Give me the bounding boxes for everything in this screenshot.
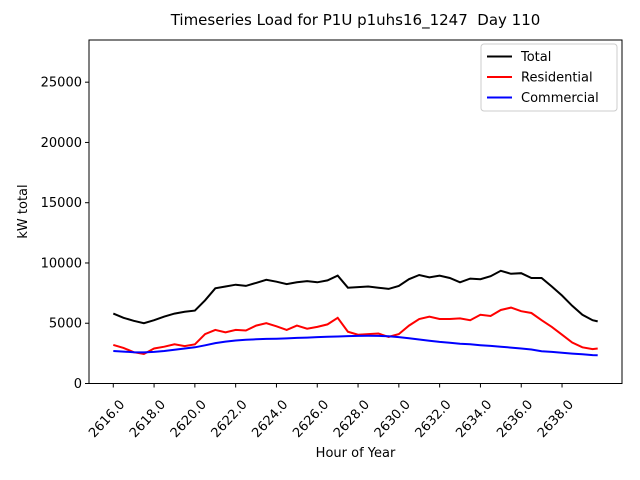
legend-label-total: Total: [520, 50, 551, 65]
legend-label-commercial: Commercial: [521, 91, 599, 106]
x-tick-label: 2620.0: [168, 397, 210, 441]
legend-entry-residential: Residential: [487, 71, 593, 86]
legend-box: [480, 43, 618, 112]
chart-title: Timeseries Load for P1U p1uhs16_1247 Day…: [170, 11, 541, 30]
y-tick-label: 25000: [41, 76, 82, 91]
y-axis-label: kW total: [16, 184, 31, 238]
series-lines: [112, 269, 598, 357]
x-tick-label: 2616.0: [86, 397, 128, 441]
plot-area-frame: [88, 39, 623, 384]
x-tick-label: 2636.0: [494, 397, 536, 441]
x-tick-label: 2638.0: [535, 397, 577, 441]
x-tick-label: 2634.0: [453, 397, 495, 441]
x-tick-label: 2630.0: [372, 397, 414, 441]
series-line-residential: [113, 306, 598, 356]
legend: Total Residential Commercial: [480, 43, 618, 112]
x-tick-label: 2632.0: [413, 397, 455, 441]
x-tick-label: 2626.0: [290, 397, 332, 441]
series-line-commercial: [113, 334, 598, 357]
x-axis-ticks: 2616.02618.02620.02622.02624.02626.02628…: [86, 383, 577, 441]
y-tick-label: 0: [74, 377, 82, 392]
y-tick-label: 10000: [41, 256, 82, 271]
y-tick-label: 5000: [49, 317, 82, 332]
y-axis-ticks: 0 5000 10000 15000 20000 25000: [41, 76, 89, 392]
x-tick-label: 2628.0: [331, 397, 373, 441]
y-tick-label: 15000: [41, 196, 82, 211]
series-line-total: [112, 269, 598, 325]
legend-entry-commercial: Commercial: [487, 91, 599, 106]
legend-label-residential: Residential: [521, 71, 593, 86]
x-tick-label: 2618.0: [127, 397, 169, 441]
y-tick-label: 20000: [41, 136, 82, 151]
x-axis-label: Hour of Year: [316, 446, 396, 461]
legend-entry-total: Total: [487, 50, 551, 65]
x-tick-label: 2624.0: [249, 397, 291, 441]
x-tick-label: 2622.0: [209, 397, 251, 441]
